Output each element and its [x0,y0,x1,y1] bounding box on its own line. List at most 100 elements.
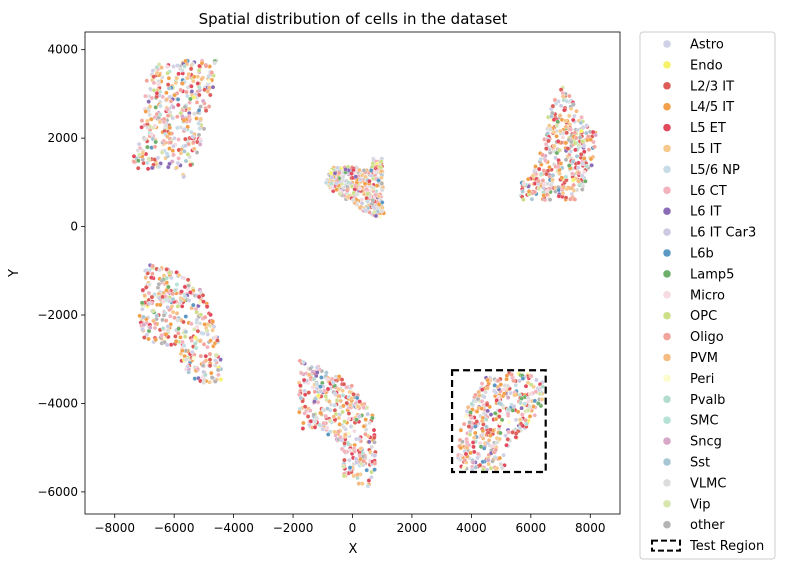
cell-point [170,309,176,315]
cell-point [462,457,468,463]
cell-point [566,113,572,119]
cell-point [175,63,180,68]
cell-point [136,158,141,163]
cell-point [528,391,533,397]
cell-point [192,376,198,381]
cell-point [312,389,318,395]
cell-point [155,155,161,161]
cell-point [198,137,203,142]
cell-point [298,395,304,401]
legend-marker [662,39,672,49]
cell-point [207,363,213,368]
cell-point [593,132,598,138]
cell-point [140,327,145,332]
cell-point [529,373,534,379]
cell-point [526,408,531,413]
cell-point [216,372,221,378]
cell-point [191,146,197,152]
cell-point [354,417,359,422]
cell-point [154,65,160,70]
cell-point [475,451,481,457]
cell-point [497,414,502,419]
cell-point [568,106,574,111]
cell-point [519,396,524,401]
cell-point [165,305,170,310]
cell-point [149,165,155,171]
cell-point [482,394,487,400]
cell-point [161,116,167,122]
cell-point [342,419,347,424]
cell-point [208,312,213,318]
cell-point [485,408,490,414]
cell-point [307,422,312,428]
cell-point [361,405,366,410]
cell-point [478,444,484,449]
cell-point [559,175,565,180]
cell-point [520,376,526,381]
cell-point [146,336,151,342]
cell-point [467,432,473,437]
cell-point [361,458,366,464]
cell-point [215,338,220,343]
cell-point [319,375,324,380]
y-tick-label: 2000 [47,131,78,145]
cell-point [525,176,531,182]
cell-point [207,351,213,357]
legend-item: L5/6 NP [662,163,740,178]
cell-point [576,170,582,176]
cell-point [189,321,194,327]
cell-point [547,186,553,191]
cell-point [131,154,137,159]
cell-point [210,84,216,90]
cell-point [145,125,150,130]
cell-point [194,150,200,155]
cell-point [466,424,472,429]
cell-point [178,110,184,116]
cell-point [167,94,172,100]
cell-point [141,160,146,166]
cell-point [332,391,338,397]
cell-point [314,386,320,391]
cell-point [567,93,572,99]
cell-point [167,161,172,167]
legend-label: Sncg [690,435,722,450]
cell-point [149,95,155,101]
cell-point [555,139,561,144]
x-tick-label: 4000 [456,521,487,535]
cell-point [372,461,378,466]
legend-label: Endo [690,58,723,73]
cell-point [517,378,522,384]
cell-point [371,427,377,433]
cell-point [149,131,154,137]
cell-point [379,175,384,180]
cell-point [204,304,210,309]
cell-point [169,275,174,281]
cell-point [186,114,192,119]
cell-point [198,116,204,122]
cell-point [209,70,215,75]
cell-point [178,87,183,93]
cell-point [182,104,188,110]
cell-point [180,81,185,86]
cell-point [314,415,319,421]
cell-point [476,389,482,395]
section-middle-left [137,263,224,385]
cell-point [150,263,156,269]
legend-marker [662,353,672,362]
cell-point [158,103,163,109]
cell-point [131,159,137,164]
section-top-middle [323,156,386,220]
cell-point [369,444,375,450]
cell-point [167,146,172,151]
cell-point [176,326,181,332]
cell-point [365,411,370,417]
cell-point [369,469,374,475]
cell-point [188,162,193,168]
cell-point [191,302,196,308]
cell-point [147,301,152,306]
cell-point [496,401,502,406]
test-region-layer [450,369,547,474]
cell-point [163,123,169,129]
cell-point [213,358,218,363]
cell-point [183,357,189,362]
